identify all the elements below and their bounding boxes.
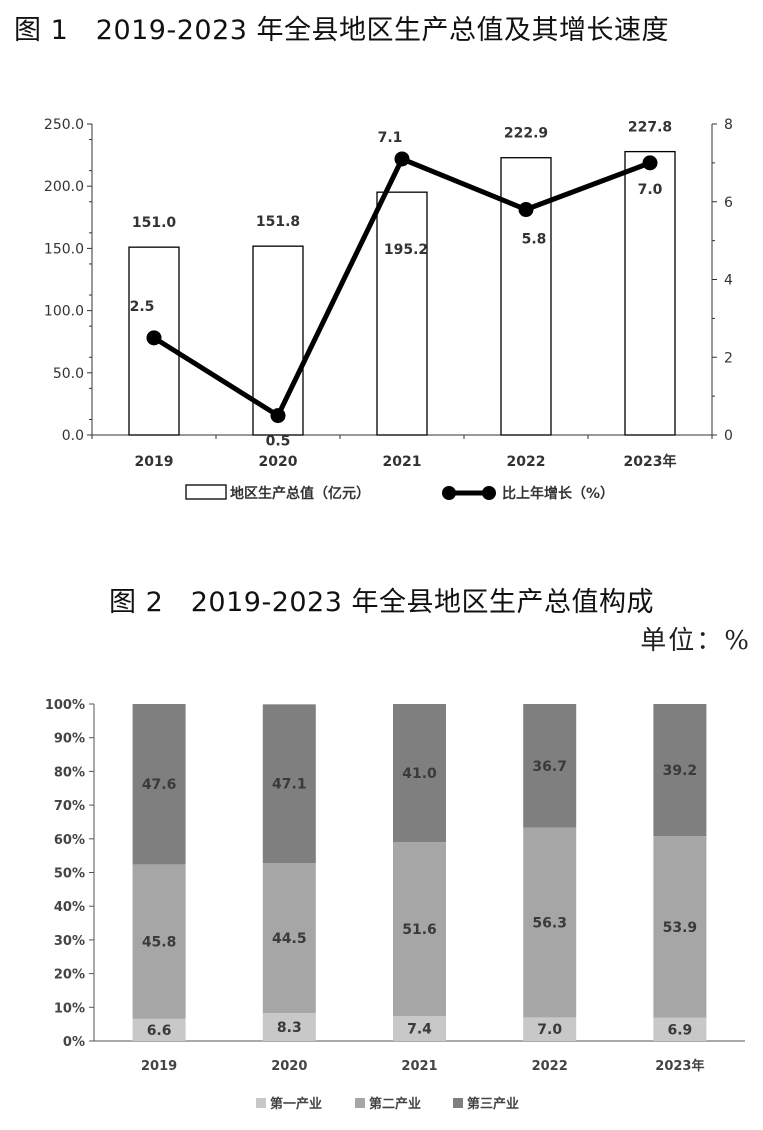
segment-data-label: 39.2 [663, 763, 698, 779]
line-data-label: 2.5 [130, 299, 155, 315]
segment-data-label: 6.9 [667, 1022, 692, 1038]
segment-data-label: 6.6 [147, 1023, 172, 1039]
y-axis-tick-label: 80% [54, 765, 85, 780]
bar-data-label: 151.8 [256, 214, 300, 230]
left-axis-tick-label: 250.0 [44, 117, 84, 133]
segment-data-label: 47.6 [142, 777, 177, 793]
legend-label: 第一产业 [270, 1096, 322, 1112]
y-axis-tick-label: 40% [54, 900, 85, 915]
x-axis-tick-label: 2019 [135, 454, 174, 470]
legend-bar-label: 地区生产总值（亿元） [230, 485, 370, 502]
growth-rate-point-2021 [394, 151, 410, 167]
segment-data-label: 7.0 [537, 1022, 562, 1038]
y-axis-tick-label: 60% [54, 833, 85, 848]
x-axis-tick-label: 2021 [383, 454, 422, 470]
y-axis-tick-label: 0% [63, 1035, 85, 1050]
legend-label: 第三产业 [467, 1096, 519, 1112]
segment-第一产业-2023年 [653, 1017, 707, 1041]
legend-swatch-第二产业 [355, 1098, 365, 1108]
segment-第一产业-2021 [393, 1016, 446, 1041]
left-axis-tick-label: 200.0 [44, 179, 84, 195]
x-axis-tick-label: 2021 [401, 1059, 437, 1074]
segment-第二产业-2020 [262, 863, 316, 1014]
y-axis-tick-label: 100% [45, 698, 85, 713]
segment-data-label: 51.6 [402, 922, 437, 938]
legend-swatch-第一产业 [256, 1098, 266, 1108]
left-axis-tick-label: 0.0 [62, 428, 84, 444]
legend-swatch-第三产业 [453, 1098, 463, 1108]
right-axis-tick-label: 0 [724, 428, 733, 444]
figure2-title: 图 2 2019-2023 年全县地区生产总值构成 [108, 587, 654, 618]
left-axis-tick-label: 50.0 [53, 366, 84, 382]
left-axis-tick-label: 100.0 [44, 304, 84, 320]
x-axis-tick-label: 2023年 [624, 453, 677, 470]
right-axis-tick-label: 4 [724, 273, 733, 289]
y-axis-tick-label: 30% [54, 934, 85, 949]
segment-data-label: 45.8 [142, 935, 177, 951]
y-axis-tick-label: 50% [54, 867, 85, 882]
segment-第一产业-2022 [523, 1017, 577, 1041]
y-axis-tick-label: 90% [54, 732, 85, 747]
segment-data-label: 36.7 [532, 759, 567, 775]
segment-data-label: 44.5 [272, 931, 307, 947]
right-axis-tick-label: 8 [724, 117, 733, 133]
y-axis-tick-label: 70% [54, 799, 85, 814]
bar-data-label: 222.9 [504, 126, 548, 142]
segment-第二产业-2021 [393, 842, 446, 1017]
segment-data-label: 47.1 [272, 777, 307, 793]
segment-第三产业-2019 [132, 704, 186, 865]
right-axis-tick-label: 6 [724, 195, 733, 211]
figure1-title: 图 1 2019-2023 年全县地区生产总值及其增长速度 [14, 15, 670, 46]
segment-第二产业-2019 [132, 864, 186, 1019]
legend-line-label: 比上年增长（%） [502, 485, 614, 502]
x-axis-tick-label: 2020 [271, 1059, 307, 1074]
line-data-label: 0.5 [266, 434, 291, 450]
growth-rate-point-2022 [518, 202, 534, 218]
bar-data-label: 195.2 [384, 242, 428, 258]
segment-data-label: 53.9 [663, 920, 698, 936]
bar-data-label: 227.8 [628, 120, 672, 136]
y-axis-tick-label: 10% [54, 1001, 85, 1016]
segment-第一产业-2020 [262, 1013, 316, 1041]
legend-line-marker-left [442, 486, 456, 500]
legend-bar-swatch [185, 484, 227, 500]
left-axis-tick-label: 150.0 [44, 241, 84, 257]
line-data-label: 5.8 [522, 232, 547, 248]
segment-第二产业-2022 [523, 827, 577, 1018]
x-axis-tick-label: 2019 [141, 1059, 177, 1074]
x-axis-tick-label: 2020 [259, 454, 298, 470]
segment-第三产业-2022 [523, 704, 577, 828]
growth-rate-point-2020 [270, 408, 286, 424]
legend-line-marker-right [482, 486, 496, 500]
segment-data-label: 41.0 [402, 766, 437, 782]
bar-gdp-2023年 [624, 150, 676, 436]
x-axis-tick-label: 2023年 [655, 1058, 704, 1074]
x-axis-tick-label: 2022 [532, 1059, 568, 1074]
segment-data-label: 8.3 [277, 1020, 302, 1036]
segment-第二产业-2023年 [653, 836, 707, 1018]
growth-rate-point-2023年 [642, 155, 658, 171]
y-axis-tick-label: 20% [54, 968, 85, 983]
bar-gdp-2021 [376, 191, 428, 436]
line-data-label: 7.1 [378, 130, 403, 146]
segment-data-label: 7.4 [407, 1022, 432, 1038]
figure1-chart: 0.0 50.0 100.0 150.0 200.0 250.0 0 2 4 6 8 2019 2020… [44, 117, 733, 502]
bar-data-label: 151.0 [132, 215, 177, 231]
segment-data-label: 56.3 [532, 916, 567, 932]
segment-第三产业-2021 [393, 704, 446, 843]
segment-第一产业-2019 [132, 1018, 186, 1041]
right-axis-tick-label: 2 [724, 350, 733, 366]
line-data-label: 7.0 [638, 182, 663, 198]
figure2-unit-label: 单位：% [640, 626, 751, 656]
growth-rate-point-2019 [146, 330, 162, 346]
segment-第三产业-2020 [262, 704, 316, 864]
legend-label: 第二产业 [369, 1096, 421, 1112]
x-axis-tick-label: 2022 [507, 454, 546, 470]
segment-第三产业-2023年 [653, 704, 707, 837]
